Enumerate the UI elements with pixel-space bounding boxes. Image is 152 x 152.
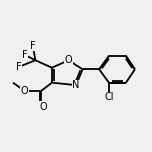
- Text: F: F: [30, 41, 36, 51]
- Text: O: O: [65, 55, 72, 65]
- Text: O: O: [21, 86, 28, 96]
- Text: F: F: [22, 50, 27, 60]
- Text: O: O: [40, 102, 47, 112]
- Text: F: F: [16, 62, 22, 72]
- Text: Cl: Cl: [104, 92, 114, 102]
- Text: N: N: [72, 80, 80, 90]
